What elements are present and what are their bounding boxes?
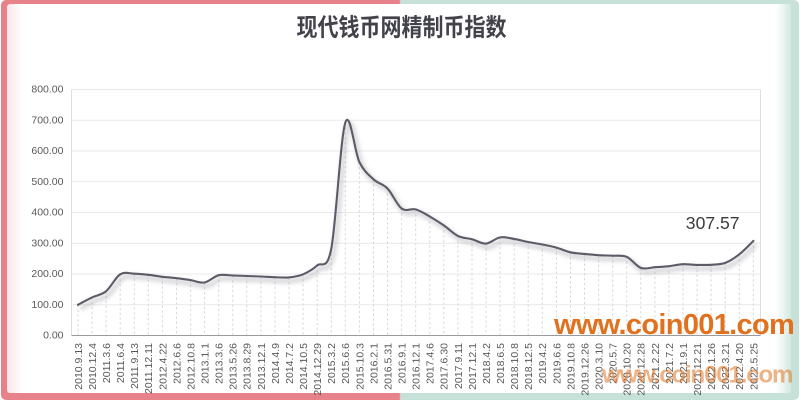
svg-text:2011.3.6: 2011.3.6 (101, 343, 113, 383)
svg-text:300.00: 300.00 (31, 237, 63, 249)
svg-text:400.00: 400.00 (31, 207, 63, 219)
svg-text:2014.7.2: 2014.7.2 (284, 343, 296, 384)
svg-text:2010.12.4: 2010.12.4 (87, 343, 99, 390)
svg-text:www.coin001.com: www.coin001.com (553, 309, 794, 341)
svg-text:2016.2.1: 2016.2.1 (368, 343, 380, 384)
svg-text:2015.10.3: 2015.10.3 (354, 343, 366, 390)
svg-text:2011.12.11: 2011.12.11 (143, 343, 155, 394)
svg-text:2012.10.8: 2012.10.8 (186, 343, 198, 390)
svg-text:2017.12.1: 2017.12.1 (467, 343, 479, 390)
svg-text:2015.3.2: 2015.3.2 (326, 343, 338, 384)
svg-text:2014.4.9: 2014.4.9 (270, 343, 282, 384)
svg-text:2017.4.6: 2017.4.6 (425, 343, 437, 384)
svg-text:2013.8.29: 2013.8.29 (242, 343, 254, 390)
svg-text:2020.10.20: 2020.10.20 (622, 343, 634, 396)
svg-text:0.00: 0.00 (43, 330, 64, 342)
svg-text:2018.6.5: 2018.6.5 (495, 343, 507, 384)
svg-text:2021.9.1: 2021.9.1 (678, 343, 690, 384)
svg-text:2019.4.2: 2019.4.2 (537, 343, 549, 384)
svg-text:2019.6.6: 2019.6.6 (551, 343, 563, 384)
svg-text:2013.1.1: 2013.1.1 (200, 343, 212, 384)
svg-text:2020.12.28: 2020.12.28 (636, 343, 648, 396)
svg-text:2015.6.6: 2015.6.6 (340, 343, 352, 384)
svg-text:2021.7.2: 2021.7.2 (664, 343, 676, 384)
svg-text:2013.3.6: 2013.3.6 (214, 343, 226, 384)
svg-text:2019.12.26: 2019.12.26 (579, 343, 591, 396)
svg-text:2018.12.5: 2018.12.5 (523, 343, 535, 390)
svg-text:800.00: 800.00 (31, 84, 63, 96)
svg-text:2014.12.29: 2014.12.29 (312, 343, 324, 396)
svg-text:2017.6.30: 2017.6.30 (439, 343, 451, 390)
svg-text:2013.12.1: 2013.12.1 (256, 343, 268, 390)
svg-text:2016.5.31: 2016.5.31 (382, 343, 394, 390)
svg-text:2013.5.26: 2013.5.26 (228, 343, 240, 390)
svg-text:2021.2.22: 2021.2.22 (650, 343, 662, 390)
svg-text:2011.6.4: 2011.6.4 (115, 343, 127, 383)
svg-text:www.coin001.com: www.coin001.com (601, 362, 792, 389)
svg-text:2016.12.1: 2016.12.1 (411, 343, 423, 390)
svg-text:700.00: 700.00 (31, 115, 63, 127)
svg-text:2010.9.13: 2010.9.13 (73, 343, 85, 390)
svg-text:500.00: 500.00 (31, 176, 63, 188)
svg-text:2017.9.11: 2017.9.11 (453, 343, 465, 389)
svg-text:100.00: 100.00 (31, 299, 63, 311)
svg-text:2020.3.10: 2020.3.10 (594, 343, 606, 390)
svg-text:2018.10.8: 2018.10.8 (509, 343, 521, 390)
svg-text:200.00: 200.00 (31, 268, 63, 280)
svg-text:2012.4.22: 2012.4.22 (157, 343, 169, 390)
svg-text:600.00: 600.00 (31, 145, 63, 157)
svg-text:2016.9.1: 2016.9.1 (397, 343, 409, 384)
svg-text:307.57: 307.57 (686, 213, 740, 233)
svg-text:2018.4.2: 2018.4.2 (481, 343, 493, 384)
svg-text:2022.4.20: 2022.4.20 (734, 343, 746, 390)
svg-text:2014.10.5: 2014.10.5 (298, 343, 310, 390)
svg-text:2020.5.7: 2020.5.7 (608, 343, 620, 384)
svg-text:2019.10.8: 2019.10.8 (565, 343, 577, 390)
svg-text:2022.5.25: 2022.5.25 (748, 343, 760, 390)
svg-text:2011.9.13: 2011.9.13 (129, 343, 141, 389)
svg-text:2022.1.26: 2022.1.26 (706, 343, 718, 390)
svg-text:2012.6.6: 2012.6.6 (171, 343, 183, 384)
svg-text:2022.3.21: 2022.3.21 (720, 343, 732, 390)
svg-text:2021.12.21: 2021.12.21 (692, 343, 704, 396)
